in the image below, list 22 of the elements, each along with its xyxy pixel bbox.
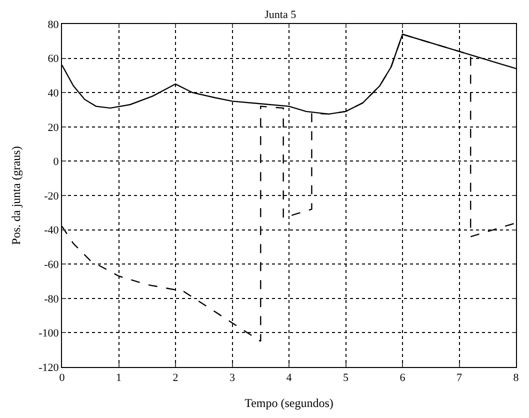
x-tick-label: 6	[400, 372, 406, 384]
x-tick-label: 3	[230, 372, 236, 384]
y-tick-label: 0	[53, 156, 60, 168]
y-tick-label: 40	[48, 87, 60, 100]
y-tick-label: -120	[38, 362, 60, 374]
chart-title: Junta 5	[264, 9, 297, 22]
x-tick-label: 7	[456, 372, 462, 384]
y-tick-label: -20	[44, 190, 60, 202]
x-tick-label: 1	[116, 372, 122, 384]
y-tick-label: 60	[48, 53, 60, 66]
y-tick-label: -40	[44, 224, 60, 237]
y-tick-label: -100	[38, 328, 60, 340]
x-tick-label: 2	[172, 372, 178, 384]
y-tick-label: 80	[48, 18, 60, 31]
y-tick-label: -80	[44, 293, 60, 306]
x-tick-label: 5	[343, 372, 349, 384]
x-tick-label: 4	[286, 372, 292, 384]
x-axis-title: Tempo (segundos)	[244, 396, 334, 410]
y-tick-label: 20	[48, 122, 60, 134]
y-tick-label: -60	[44, 258, 60, 271]
x-tick-label: 8	[513, 372, 520, 384]
y-axis-title: Pos. da junta (graus)	[8, 146, 23, 245]
